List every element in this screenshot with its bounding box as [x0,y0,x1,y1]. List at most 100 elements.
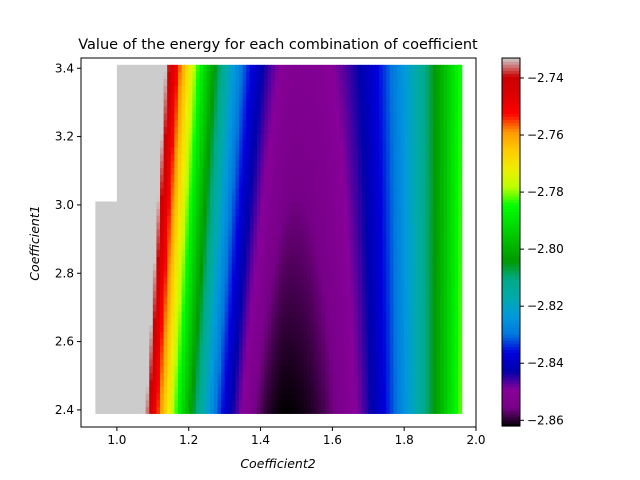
heatmap-cell [134,201,140,209]
heatmap-cell [260,331,265,339]
heatmap-cell [371,160,377,168]
heatmap-cell [131,235,136,244]
heatmap-cell [393,71,398,80]
heatmap-cell [429,324,434,332]
heatmap-cell [422,304,427,312]
heatmap-cell [231,351,237,360]
heatmap-cell [131,181,136,189]
heatmap-cell [127,290,132,298]
heatmap-cell [321,71,326,80]
heatmap-cell [400,208,405,216]
heatmap-cell [102,276,107,285]
heatmap-cell [436,201,441,209]
heatmap-cell [127,392,132,401]
heatmap-cell [414,399,420,408]
heatmap-cell [450,269,456,278]
heatmap-cell [260,194,265,203]
heatmap-cell [432,351,438,360]
heatmap-cell [382,235,387,244]
heatmap-cell [224,331,229,339]
heatmap-cell [127,276,132,285]
heatmap-cell [429,345,434,353]
heatmap-cell [120,392,125,401]
heatmap-cell [235,153,240,162]
heatmap-cell [335,358,341,367]
heatmap-cell [282,187,287,196]
heatmap-cell [289,78,294,86]
heatmap-cell [350,160,355,168]
heatmap-cell [418,372,423,380]
heatmap-cell [138,276,143,285]
heatmap-cell [131,269,136,278]
heatmap-cell [289,406,294,414]
heatmap-cell [422,112,427,121]
heatmap-cell [253,167,258,175]
heatmap-cell [239,317,244,326]
heatmap-cell [239,365,244,373]
heatmap-cell [389,78,395,86]
heatmap-cell [397,222,402,230]
heatmap-cell [307,392,312,401]
heatmap-cell [422,181,427,189]
heatmap-cell [145,276,150,285]
heatmap-cell [328,249,333,257]
heatmap-cell [210,167,215,175]
heatmap-cell [400,146,405,155]
heatmap-cell [328,324,333,332]
heatmap-cell [106,222,111,230]
heatmap-cell [436,276,441,285]
heatmap-cell [314,215,319,223]
heatmap-cell [174,78,179,86]
heatmap-cell [300,283,305,291]
heatmap-cell [318,208,323,216]
heatmap-cell [210,297,215,305]
heatmap-cell [282,358,287,367]
heatmap-cell [253,351,258,360]
heatmap-cell [407,317,412,326]
heatmap-cell [181,263,186,271]
heatmap-cell [127,140,132,148]
heatmap-cell [332,331,337,339]
heatmap-cell [235,112,240,121]
heatmap-cell [432,249,438,257]
heatmap-cell [289,338,294,346]
heatmap-cell [411,160,416,168]
heatmap-cell [307,119,312,127]
heatmap-cell [296,222,301,230]
heatmap-cell [364,105,369,114]
heatmap-cell [328,379,333,387]
heatmap-cell [278,317,283,326]
heatmap-cell [404,331,409,339]
heatmap-cell [224,92,229,100]
heatmap-cell [185,181,190,189]
heatmap-cell [397,181,402,189]
heatmap-cell [335,181,341,189]
heatmap-cell [335,365,341,373]
heatmap-cell [353,140,359,148]
heatmap-cell [393,365,398,373]
heatmap-cell [217,399,222,408]
heatmap-cell [429,297,434,305]
heatmap-cell [206,160,211,168]
heatmap-cell [321,78,326,86]
heatmap-cell [246,99,251,107]
heatmap-cell [292,269,298,278]
heatmap-cell [432,112,438,121]
heatmap-cell [95,263,100,271]
heatmap-cell [120,304,125,312]
heatmap-cell [278,105,283,114]
heatmap-cell [382,215,387,223]
heatmap-cell [447,133,452,141]
heatmap-cell [335,310,341,319]
heatmap-cell [418,215,423,223]
heatmap-cell [407,78,412,86]
heatmap-cell [206,351,211,360]
heatmap-cell [185,379,190,387]
heatmap-cell [353,92,359,100]
heatmap-cell [221,358,226,367]
heatmap-cell [292,201,298,209]
heatmap-cell [239,201,244,209]
heatmap-cell [249,283,254,291]
heatmap-cell [307,85,312,93]
heatmap-cell [310,283,316,291]
